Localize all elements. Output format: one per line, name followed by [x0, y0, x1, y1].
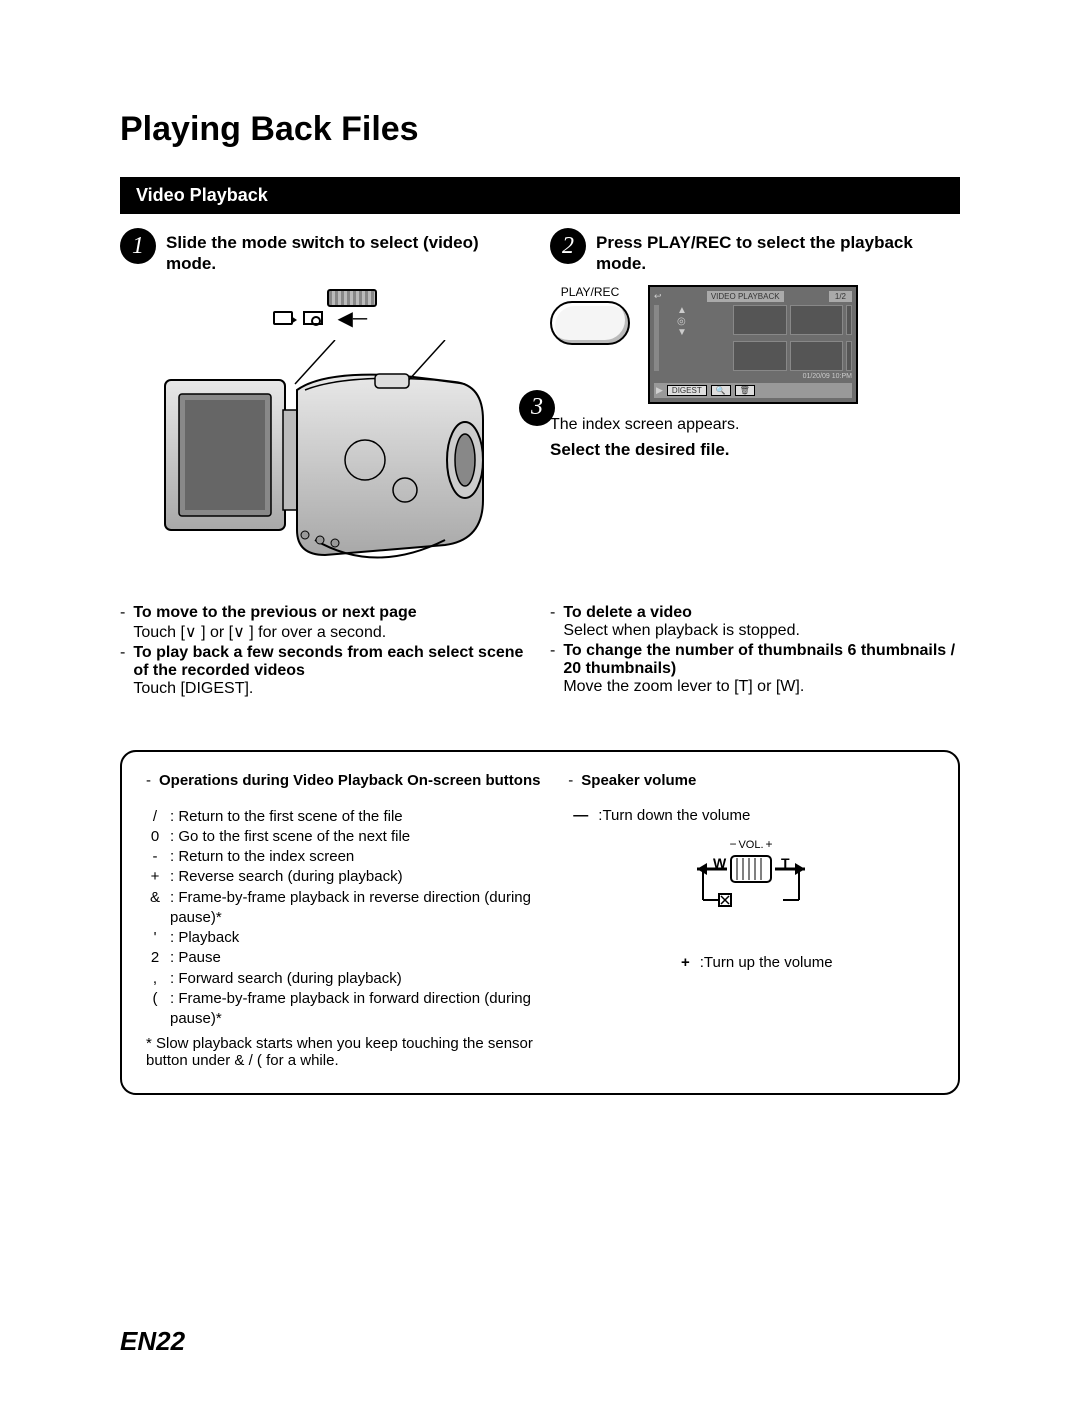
ops-symbol: /: [146, 807, 164, 827]
tip-move-head: To move to the previous or next page: [133, 604, 416, 621]
ops-item: + : Reverse search (during playback): [146, 867, 548, 887]
ops-symbol: ': [146, 928, 164, 948]
tip-thumbs-head: To change the number of thumbnails 6 thu…: [563, 642, 955, 677]
ops-text: : Return to the first scene of the file: [170, 807, 403, 827]
tip-thumbs-body: Move the zoom lever to [T] or [W].: [563, 678, 804, 695]
ops-symbol: ,: [146, 969, 164, 989]
ops-text: : Frame-by-frame playback in forward dir…: [170, 989, 548, 1030]
ops-symbol: (: [146, 989, 164, 1030]
ops-text: : Go to the first scene of the next file: [170, 827, 410, 847]
lcd-page-count: 1/2: [829, 291, 852, 302]
ops-note: * Slow playback starts when you keep tou…: [146, 1035, 548, 1069]
svg-text:−: −: [730, 837, 737, 851]
tip-delete-head: To delete a video: [563, 604, 692, 621]
operations-box: - Operations during Video Playback On-sc…: [120, 750, 960, 1096]
tip-delete-body: Select when playback is stopped.: [563, 622, 800, 639]
mode-slider-icon: [327, 289, 377, 307]
trash-icon: 🗑: [735, 385, 755, 396]
mode-switch-illustration: ◀─: [120, 285, 530, 330]
step-1-badge: 1: [120, 228, 156, 264]
speaker-head: Speaker volume: [581, 772, 696, 789]
ops-text: : Frame-by-frame playback in reverse dir…: [170, 888, 548, 929]
tip-play-body: Touch [DIGEST].: [133, 680, 253, 697]
ops-item: &: Frame-by-frame playback in reverse di…: [146, 888, 548, 929]
ops-item: , : Forward search (during playback): [146, 969, 548, 989]
lcd-date: 01/20/09 10:PM: [654, 373, 852, 380]
lcd-screen-illustration: ↩ VIDEO PLAYBACK 1/2 ▲ ◎ ▼ 01/20/09 10:P…: [648, 285, 858, 404]
ops-symbol: 2: [146, 948, 164, 968]
step-2-text: Press PLAY/REC to select the playback mo…: [596, 228, 960, 275]
svg-text:+: +: [766, 837, 773, 851]
vol-down-symbol: —: [568, 807, 588, 824]
play-icon: ▶: [656, 385, 663, 396]
down-icon: ▼: [677, 327, 730, 338]
ops-item: 0 : Go to the first scene of the next fil…: [146, 827, 548, 847]
ops-symbol: 0: [146, 827, 164, 847]
ops-text: : Reverse search (during playback): [170, 867, 403, 887]
playrec-label: PLAY/REC: [550, 285, 630, 299]
ops-text: : Playback: [170, 928, 239, 948]
ops-symbol: +: [146, 867, 164, 887]
tip-move-body: Touch [∨ ] or [∨ ] for over a second.: [133, 624, 386, 641]
ops-symbol: -: [146, 847, 164, 867]
ops-item: / : Return to the first scene of the file: [146, 807, 548, 827]
magnify-icon: 🔍: [711, 385, 731, 396]
camcorder-illustration: [145, 340, 505, 580]
video-mode-icon: [273, 311, 293, 325]
ops-item: ' : Playback: [146, 928, 548, 948]
ops-text: : Return to the index screen: [170, 847, 354, 867]
arrow-left-icon: ◀─: [327, 309, 377, 329]
zoom-lever-illustration: − VOL. + W T: [641, 834, 861, 944]
page-title: Playing Back Files: [120, 110, 960, 149]
ops-item: 2 : Pause: [146, 948, 548, 968]
section-header: Video Playback: [120, 177, 960, 214]
digest-pill: DIGEST: [667, 385, 707, 396]
vol-up-text: :Turn up the volume: [700, 954, 833, 971]
return-icon: ↩: [654, 291, 662, 302]
svg-text:VOL.: VOL.: [739, 839, 764, 851]
playrec-button-illustration: PLAY/REC: [550, 285, 630, 345]
ok-icon: ◎: [677, 316, 730, 327]
step-2-badge: 2: [550, 228, 586, 264]
ops-head: Operations during Video Playback On-scre…: [159, 772, 540, 789]
index-screen-text: The index screen appears.: [550, 416, 960, 434]
page-number: EN22: [120, 1326, 185, 1357]
step-1-text: Slide the mode switch to select (video) …: [166, 228, 530, 275]
ops-text: : Forward search (during playback): [170, 969, 402, 989]
step-3-badge: 3: [519, 390, 555, 426]
tip-play-head: To play back a few seconds from each sel…: [133, 644, 523, 679]
lcd-title: VIDEO PLAYBACK: [707, 291, 784, 302]
ops-text: : Pause: [170, 948, 221, 968]
ops-item: (: Frame-by-frame playback in forward di…: [146, 989, 548, 1030]
ops-item: -: Return to the index screen: [146, 847, 548, 867]
vol-down-text: :Turn down the volume: [598, 807, 750, 824]
vol-up-symbol: +: [670, 954, 690, 971]
still-mode-icon: [303, 311, 323, 325]
up-icon: ▲: [677, 305, 730, 316]
select-file-text: Select the desired file.: [550, 440, 960, 460]
ops-symbol: &: [146, 888, 164, 929]
